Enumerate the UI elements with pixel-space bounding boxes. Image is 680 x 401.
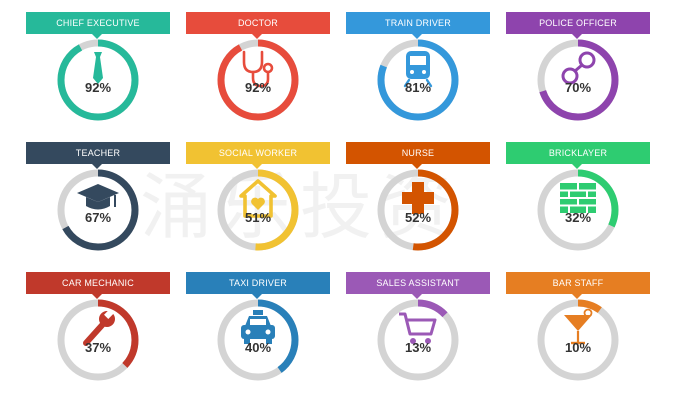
taxi-icon xyxy=(241,310,275,344)
percentage-label: 81% xyxy=(404,80,432,95)
donut-value-arc xyxy=(57,299,139,381)
percentage-label: 67% xyxy=(84,210,112,225)
percentage-label: 13% xyxy=(404,340,432,355)
donut-ring xyxy=(217,39,299,121)
donut-ring xyxy=(377,169,459,251)
graduation-cap-icon xyxy=(77,184,119,210)
banner-pointer xyxy=(92,294,102,299)
donut-value-arc xyxy=(57,39,139,121)
banner-pointer xyxy=(252,294,262,299)
shopping-cart-icon xyxy=(399,312,437,344)
occupation-card: CAR MECHANIC 37% xyxy=(26,272,170,392)
percentage-label: 70% xyxy=(564,80,592,95)
banner-pointer xyxy=(572,294,582,299)
donut-value-arc xyxy=(217,169,299,251)
cocktail-glass-icon xyxy=(564,308,593,345)
donut-value-arc xyxy=(57,169,139,251)
occupation-card: SOCIAL WORKER 51% xyxy=(186,142,330,262)
donut-ring xyxy=(57,169,139,251)
occupation-card: POLICE OFFICER 70% xyxy=(506,12,650,132)
occupation-label: NURSE xyxy=(346,142,490,164)
occupation-label: CHIEF EXECUTIVE xyxy=(26,12,170,34)
occupation-label: SOCIAL WORKER xyxy=(186,142,330,164)
occupation-label: POLICE OFFICER xyxy=(506,12,650,34)
occupation-card: DOCTOR 92% xyxy=(186,12,330,132)
banner-pointer xyxy=(412,294,422,299)
banner-pointer xyxy=(412,164,422,169)
banner-pointer xyxy=(412,34,422,39)
percentage-label: 32% xyxy=(564,210,592,225)
wrench-icon xyxy=(83,309,115,346)
donut-ring xyxy=(377,39,459,121)
donut-ring xyxy=(57,299,139,381)
percentage-label: 51% xyxy=(244,210,272,225)
donut-value-arc xyxy=(377,299,459,381)
occupation-label: DOCTOR xyxy=(186,12,330,34)
occupation-label: TRAIN DRIVER xyxy=(346,12,490,34)
house-heart-icon xyxy=(239,179,277,218)
occupation-label: CAR MECHANIC xyxy=(26,272,170,294)
donut-ring xyxy=(537,299,619,381)
occupation-card: SALES ASSISTANT 13% xyxy=(346,272,490,392)
occupation-card: TRAIN DRIVER 81% xyxy=(346,12,490,132)
banner-pointer xyxy=(252,34,262,39)
donut-value-arc xyxy=(377,39,459,121)
occupation-label: BAR STAFF xyxy=(506,272,650,294)
occupation-label: TAXI DRIVER xyxy=(186,272,330,294)
percentage-label: 52% xyxy=(404,210,432,225)
percentage-label: 10% xyxy=(564,340,592,355)
donut-ring xyxy=(537,39,619,121)
donut-ring xyxy=(217,299,299,381)
donut-value-arc xyxy=(537,39,619,121)
occupation-label: BRICKLAYER xyxy=(506,142,650,164)
stethoscope-icon xyxy=(242,50,274,88)
occupation-card: NURSE 52% xyxy=(346,142,490,262)
occupation-label: SALES ASSISTANT xyxy=(346,272,490,294)
percentage-label: 40% xyxy=(244,340,272,355)
tie-icon xyxy=(93,52,103,84)
occupation-card: BRICKLAYER 32% xyxy=(506,142,650,262)
train-icon xyxy=(403,51,433,88)
brick-wall-icon xyxy=(560,183,596,213)
donut-ring xyxy=(57,39,139,121)
banner-pointer xyxy=(572,164,582,169)
occupation-card: BAR STAFF 10% xyxy=(506,272,650,392)
occupation-label: TEACHER xyxy=(26,142,170,164)
donut-value-arc xyxy=(217,39,299,121)
donut-value-arc xyxy=(377,169,459,251)
donut-ring xyxy=(217,169,299,251)
percentage-label: 92% xyxy=(244,80,272,95)
percentage-label: 37% xyxy=(84,340,112,355)
handcuffs-icon xyxy=(561,51,596,85)
percentage-label: 92% xyxy=(84,80,112,95)
banner-pointer xyxy=(92,34,102,39)
occupation-card: TAXI DRIVER 40% xyxy=(186,272,330,392)
donut-value-arc xyxy=(537,299,619,381)
banner-pointer xyxy=(92,164,102,169)
occupation-card: TEACHER 67% xyxy=(26,142,170,262)
donut-value-arc xyxy=(537,169,619,251)
banner-pointer xyxy=(572,34,582,39)
banner-pointer xyxy=(252,164,262,169)
donut-ring xyxy=(537,169,619,251)
donut-ring xyxy=(377,299,459,381)
donut-value-arc xyxy=(217,299,299,381)
occupation-card: CHIEF EXECUTIVE 92% xyxy=(26,12,170,132)
medical-cross-icon xyxy=(402,182,434,214)
